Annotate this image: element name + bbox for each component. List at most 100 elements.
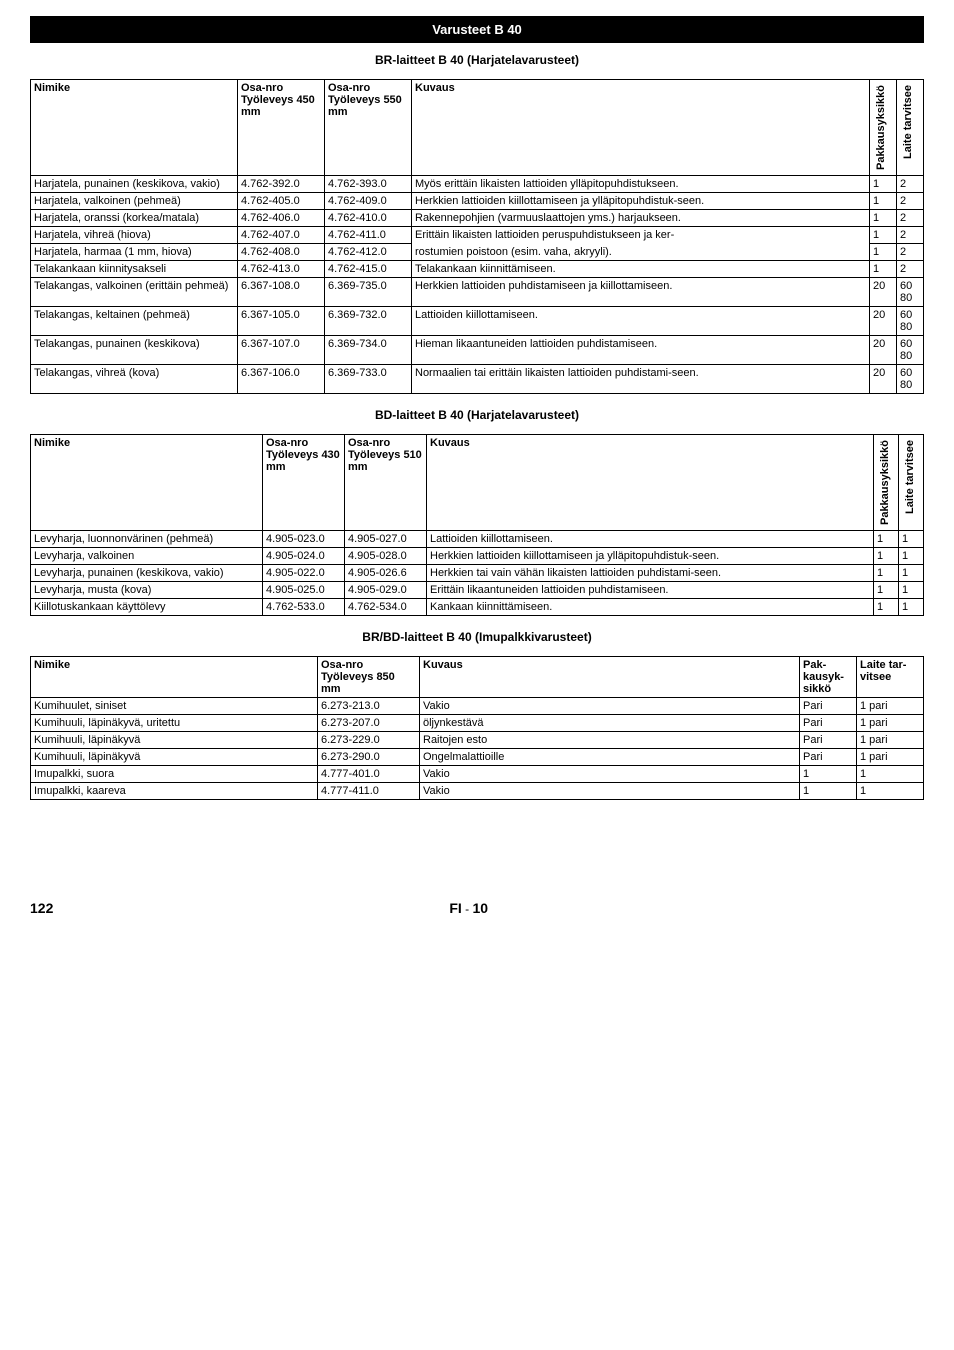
- page-footer-center: FI - 10: [53, 900, 884, 916]
- cell: Levyharja, luonnonvärinen (pehmeä): [31, 531, 263, 548]
- cell: 1: [899, 582, 924, 599]
- cell: 2: [897, 244, 924, 261]
- cell: Kankaan kiinnittämiseen.: [427, 599, 874, 616]
- cell: 4.762-408.0: [238, 244, 325, 261]
- cell: 20: [870, 336, 897, 365]
- table-row: Kumihuuli, läpinäkyvä, uritettu 6.273-20…: [31, 715, 924, 732]
- cell: Kumihuuli, läpinäkyvä, uritettu: [31, 715, 318, 732]
- cell: 1: [870, 193, 897, 210]
- col-osa510: Osa-nro Työleveys 510 mm: [345, 435, 427, 531]
- cell: 20: [870, 365, 897, 394]
- cell: 1 pari: [857, 698, 924, 715]
- cell: 1: [800, 766, 857, 783]
- cell: 4.762-411.0: [325, 227, 412, 244]
- cell: Raitojen esto: [420, 732, 800, 749]
- table3-title: BR/BD-laitteet B 40 (Imupalkkivarusteet): [30, 620, 924, 656]
- cell: Erittäin likaisten lattioiden peruspuhdi…: [412, 227, 870, 244]
- table-row: Kumihuuli, läpinäkyvä 6.273-290.0 Ongelm…: [31, 749, 924, 766]
- cell: 1 pari: [857, 732, 924, 749]
- page-number-left: 122: [30, 900, 53, 916]
- col-laite: Laite tarvitsee: [902, 437, 918, 517]
- cell: Rakennepohjien (varmuuslaattojen yms.) h…: [412, 210, 870, 227]
- table1-title: BR-laitteet B 40 (Harjatelavarusteet): [30, 43, 924, 79]
- table-row: Kiillotuskankaan käyttölevy 4.762-533.0 …: [31, 599, 924, 616]
- cell: 4.762-406.0: [238, 210, 325, 227]
- cell: 2: [897, 193, 924, 210]
- cell: 1: [899, 548, 924, 565]
- cell: 1: [874, 548, 899, 565]
- cell: 1 pari: [857, 715, 924, 732]
- cell: 60 80: [897, 307, 924, 336]
- cell: Imupalkki, suora: [31, 766, 318, 783]
- cell: Kumihuuli, läpinäkyvä: [31, 732, 318, 749]
- cell: 4.762-405.0: [238, 193, 325, 210]
- cell: Erittäin likaantuneiden lattioiden puhdi…: [427, 582, 874, 599]
- cell: 1: [870, 244, 897, 261]
- cell: 6.273-290.0: [318, 749, 420, 766]
- cell: 1: [800, 783, 857, 800]
- cell: 6.369-734.0: [325, 336, 412, 365]
- cell: 1: [857, 783, 924, 800]
- cell: 60 80: [897, 278, 924, 307]
- cell: 6.273-229.0: [318, 732, 420, 749]
- cell: Levyharja, punainen (keskikova, vakio): [31, 565, 263, 582]
- table-row: Harjatela, harmaa (1 mm, hiova) 4.762-40…: [31, 244, 924, 261]
- cell: Herkkien lattioiden kiillottamiseen ja y…: [412, 193, 870, 210]
- cell: Vakio: [420, 698, 800, 715]
- cell: Harjatela, oranssi (korkea/matala): [31, 210, 238, 227]
- cell: 6.369-735.0: [325, 278, 412, 307]
- table-row: Kumihuuli, läpinäkyvä 6.273-229.0 Raitoj…: [31, 732, 924, 749]
- cell: 4.762-533.0: [263, 599, 345, 616]
- cell: 4.762-415.0: [325, 261, 412, 278]
- col-nimike: Nimike: [31, 80, 238, 176]
- cell: 1: [899, 599, 924, 616]
- cell: Harjatela, valkoinen (pehmeä): [31, 193, 238, 210]
- cell: 1: [899, 531, 924, 548]
- cell: Pari: [800, 732, 857, 749]
- cell: 4.762-393.0: [325, 176, 412, 193]
- cell: 1 pari: [857, 749, 924, 766]
- page-sub: 10: [472, 900, 488, 916]
- cell: Telakangas, vihreä (kova): [31, 365, 238, 394]
- col-nimike: Nimike: [31, 435, 263, 531]
- cell: Hieman likaantuneiden lattioiden puhdist…: [412, 336, 870, 365]
- cell: 4.762-409.0: [325, 193, 412, 210]
- col-osa430: Osa-nro Työleveys 430 mm: [263, 435, 345, 531]
- table-row: Telakangas, valkoinen (erittäin pehmeä) …: [31, 278, 924, 307]
- cell: 4.905-028.0: [345, 548, 427, 565]
- cell: 1: [870, 227, 897, 244]
- cell: 4.905-026.6: [345, 565, 427, 582]
- table-row: Telakangas, punainen (keskikova) 6.367-1…: [31, 336, 924, 365]
- col-pakkaus: Pakkausyksikkö: [873, 82, 889, 173]
- cell: 4.762-534.0: [345, 599, 427, 616]
- cell: 1: [870, 210, 897, 227]
- table-br: Nimike Osa-nro Työleveys 450 mm Osa-nro …: [30, 79, 924, 394]
- cell: Telakankaan kiinnitysakseli: [31, 261, 238, 278]
- cell: Telakangas, valkoinen (erittäin pehmeä): [31, 278, 238, 307]
- table-row: Harjatela, valkoinen (pehmeä) 4.762-405.…: [31, 193, 924, 210]
- cell: 6.273-207.0: [318, 715, 420, 732]
- col-osa550: Osa-nro Työleveys 550 mm: [325, 80, 412, 176]
- cell: 20: [870, 278, 897, 307]
- table-row: Telakangas, vihreä (kova) 6.367-106.0 6.…: [31, 365, 924, 394]
- cell: Kumihuuli, läpinäkyvä: [31, 749, 318, 766]
- cell: 1: [874, 565, 899, 582]
- col-laite: Laite tarvitsee: [900, 82, 916, 162]
- cell: 1: [870, 176, 897, 193]
- cell: Levyharja, musta (kova): [31, 582, 263, 599]
- cell: 1: [899, 565, 924, 582]
- cell: 6.273-213.0: [318, 698, 420, 715]
- table-row: Imupalkki, suora 4.777-401.0 Vakio 1 1: [31, 766, 924, 783]
- cell: Pari: [800, 749, 857, 766]
- cell: Levyharja, valkoinen: [31, 548, 263, 565]
- cell: 1: [857, 766, 924, 783]
- col-laite2: Laite tar-vitsee: [857, 657, 924, 698]
- cell: Imupalkki, kaareva: [31, 783, 318, 800]
- cell: rostumien poistoon (esim. vaha, akryyli)…: [412, 244, 870, 261]
- col-kuvaus: Kuvaus: [420, 657, 800, 698]
- table-row: Harjatela, oranssi (korkea/matala) 4.762…: [31, 210, 924, 227]
- cell: Telakangas, keltainen (pehmeä): [31, 307, 238, 336]
- cell: 4.777-401.0: [318, 766, 420, 783]
- cell: 2: [897, 227, 924, 244]
- cell: Ongelmalattioille: [420, 749, 800, 766]
